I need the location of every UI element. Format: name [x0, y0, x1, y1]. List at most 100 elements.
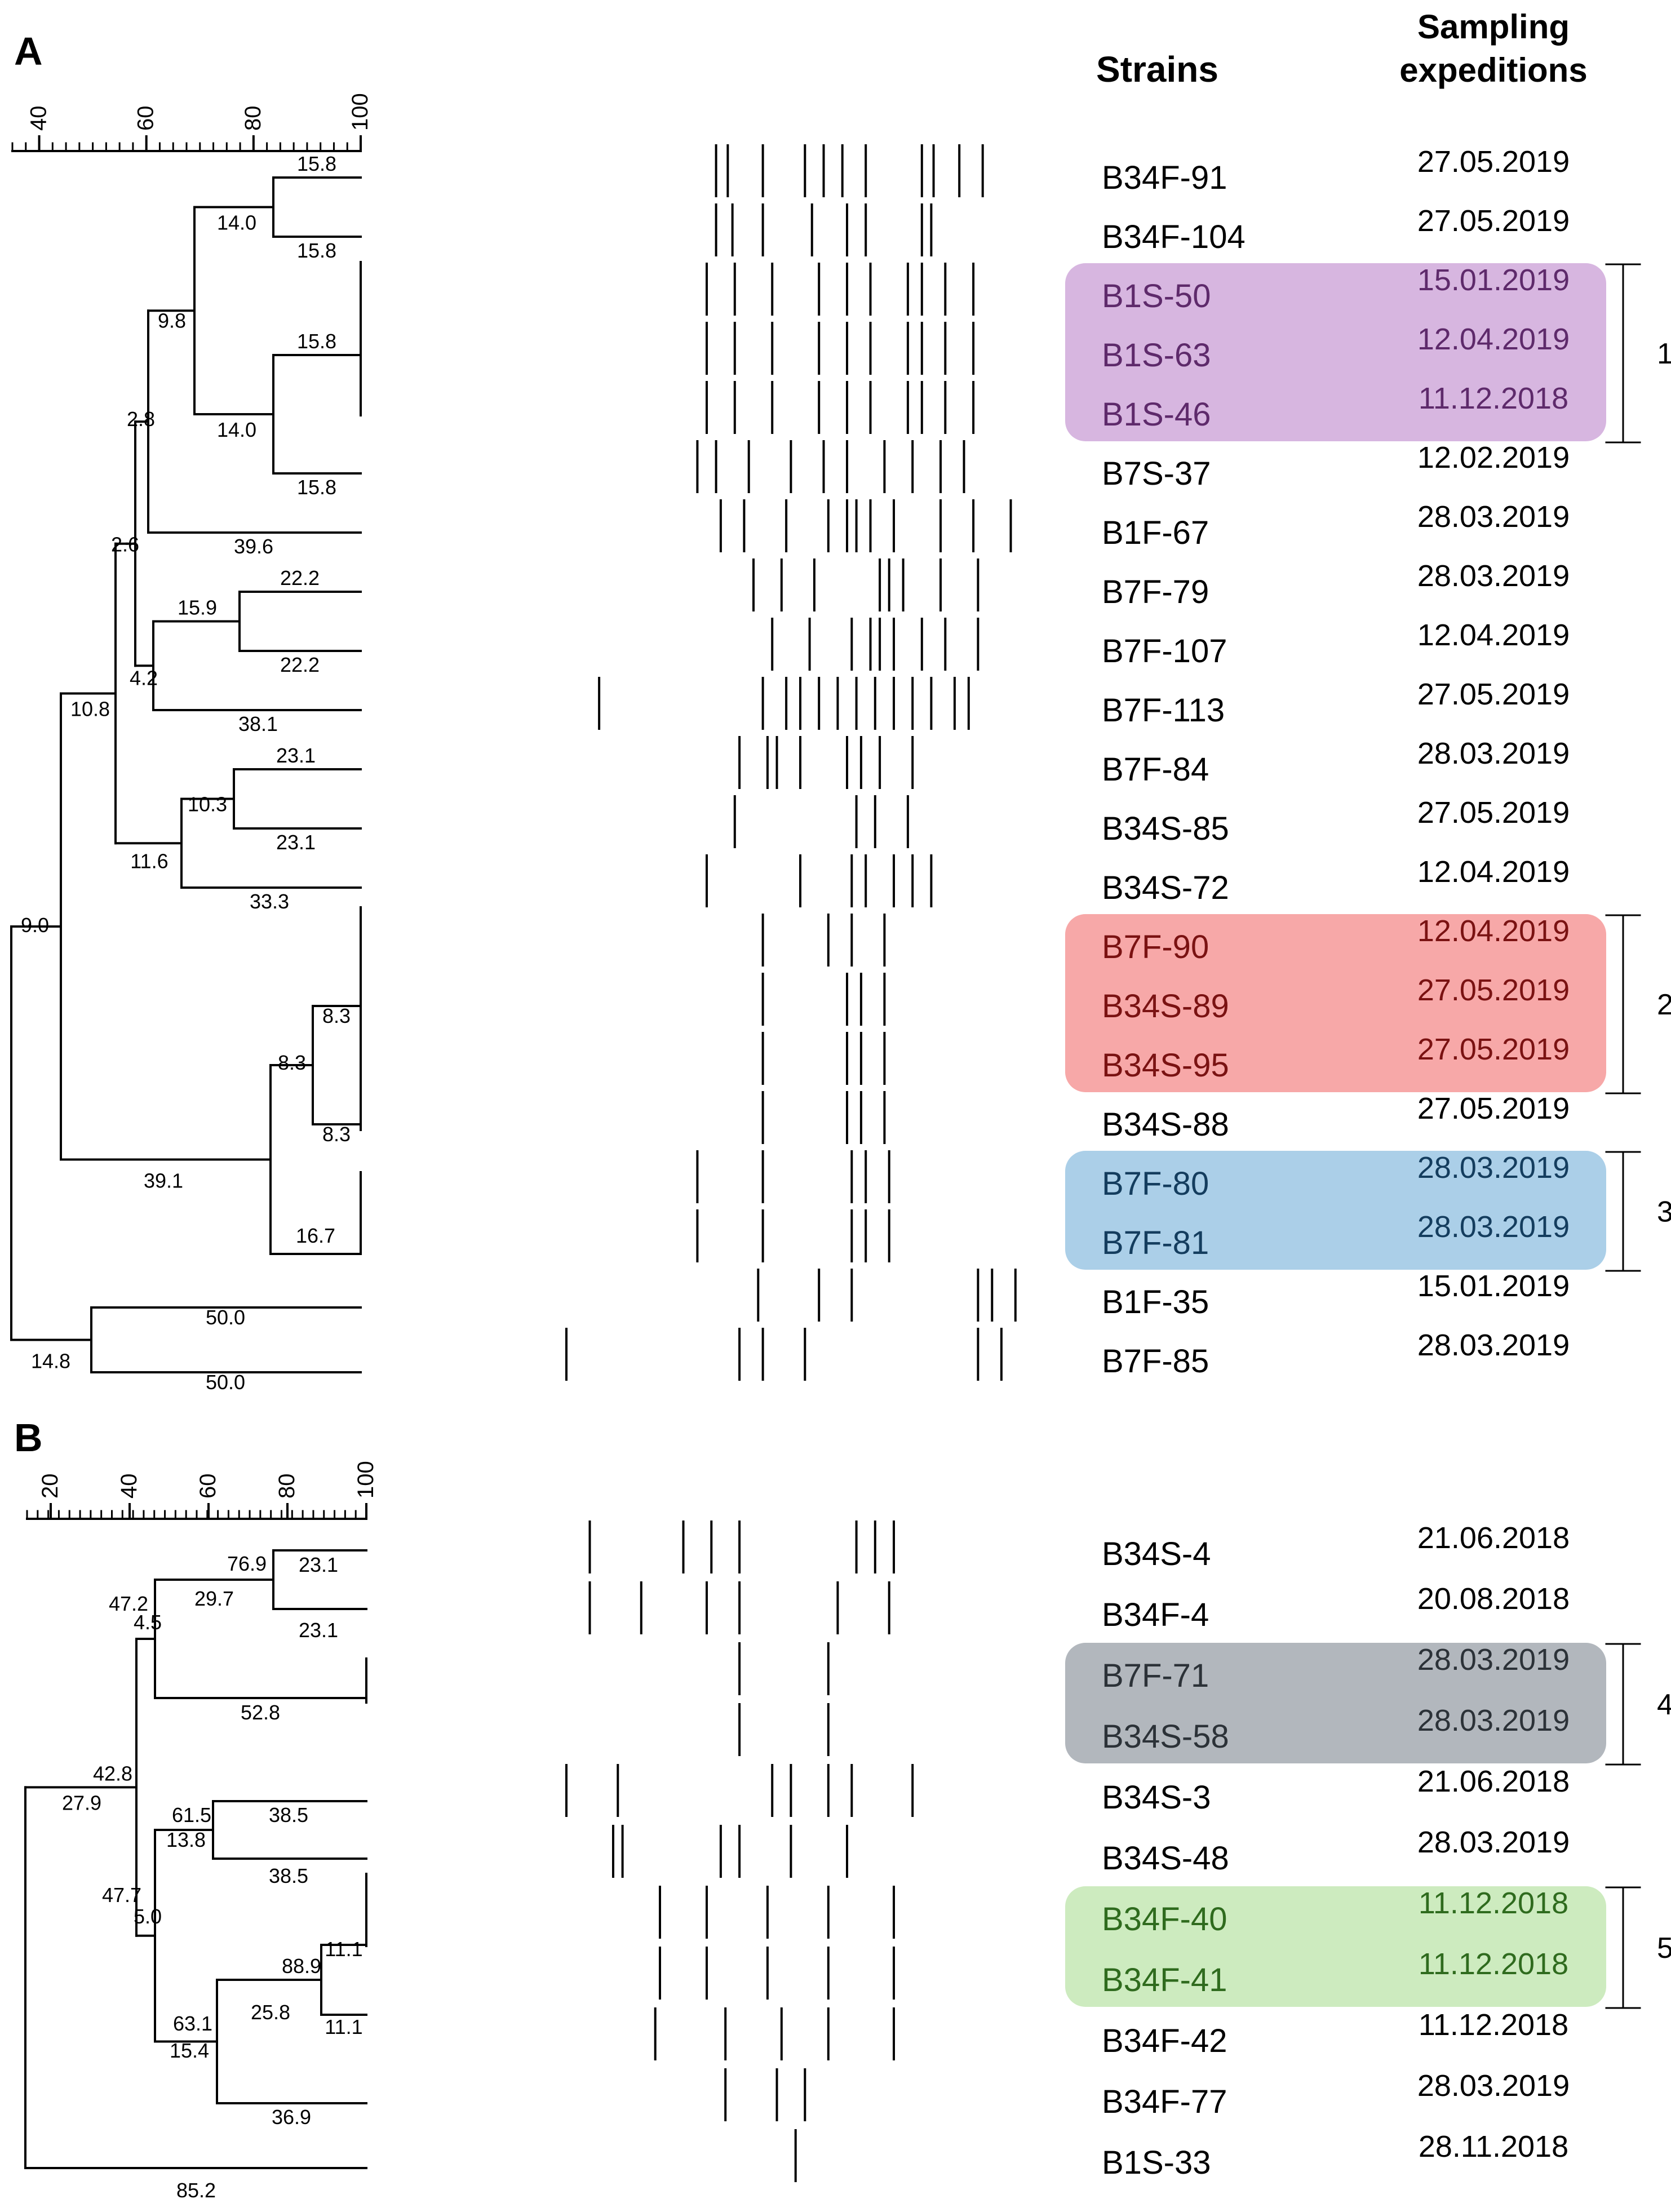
date-label: 27.05.2019 — [1417, 973, 1570, 1007]
branch-label: 23.1 — [276, 831, 316, 854]
scale-tick-label: 80 — [241, 106, 265, 131]
strain-label: B34S-72 — [1102, 870, 1229, 906]
branch-label: 8.3 — [322, 1004, 351, 1027]
strain-label: B1S-33 — [1102, 2144, 1211, 2181]
cluster-box — [1065, 1151, 1606, 1270]
branch-label: 47.2 — [109, 1592, 148, 1615]
branch-label: 88.9 — [282, 1954, 321, 1978]
strain-label: B34S-85 — [1102, 810, 1229, 847]
date-label: 27.05.2019 — [1417, 204, 1570, 238]
branch-label: 2.8 — [127, 407, 155, 431]
strain-label: B7F-90 — [1102, 929, 1209, 965]
date-label: 28.03.2019 — [1417, 1825, 1570, 1859]
branch-label: 2.6 — [111, 533, 139, 556]
branch-label: 11.6 — [130, 849, 168, 872]
cluster-box — [1065, 263, 1606, 441]
strain-label: B7F-71 — [1102, 1657, 1209, 1694]
strain-label: B7F-81 — [1102, 1225, 1209, 1261]
branch-label: 9.8 — [158, 309, 186, 332]
branch-label: 15.8 — [297, 330, 336, 353]
strain-label: B34F-77 — [1102, 2084, 1227, 2120]
strain-label: B7F-79 — [1102, 574, 1209, 610]
branch-label: 39.6 — [234, 535, 273, 558]
scale-tick-label: 20 — [38, 1474, 63, 1499]
date-label: 12.04.2019 — [1417, 914, 1570, 948]
branch-label: 10.3 — [188, 793, 227, 816]
strain-label: B34S-95 — [1102, 1047, 1229, 1084]
branch-label: 14.0 — [217, 211, 256, 234]
date-label: 15.01.2019 — [1417, 1269, 1570, 1303]
strain-label: B34F-104 — [1102, 219, 1246, 255]
date-label: 28.03.2019 — [1417, 737, 1570, 770]
date-label: 27.05.2019 — [1417, 1032, 1570, 1066]
branch-label: 76.9 — [227, 1552, 267, 1575]
date-label: 20.08.2018 — [1417, 1582, 1570, 1616]
branch-label: 25.8 — [251, 2001, 290, 2024]
cluster-label: 3 — [1657, 1196, 1671, 1229]
panel-a-label: A — [14, 29, 43, 73]
strain-label: B34S-4 — [1102, 1536, 1211, 1572]
branch-label: 5.0 — [134, 1905, 162, 1928]
strains-header: Strains — [1096, 49, 1218, 90]
date-label: 12.04.2019 — [1417, 855, 1570, 889]
strain-label: B34S-88 — [1102, 1106, 1229, 1143]
branch-label: 38.5 — [269, 1803, 308, 1827]
date-label: 12.02.2019 — [1417, 441, 1570, 475]
branch-label: 85.2 — [176, 2179, 216, 2202]
branch-label: 8.3 — [278, 1051, 306, 1074]
date-label: 11.12.2018 — [1419, 1947, 1568, 1981]
strain-label: B34F-40 — [1102, 1901, 1227, 1938]
date-label: 11.12.2018 — [1419, 382, 1568, 415]
branch-label: 8.3 — [322, 1123, 351, 1146]
strain-label: B34F-41 — [1102, 1962, 1227, 1998]
date-label: 12.04.2019 — [1417, 618, 1570, 652]
branch-label: 47.7 — [102, 1883, 141, 1907]
strain-label: B34S-3 — [1102, 1779, 1211, 1816]
strain-label: B34S-58 — [1102, 1718, 1229, 1755]
branch-label: 15.8 — [297, 239, 336, 262]
branch-label: 16.7 — [296, 1224, 335, 1247]
branch-label: 23.1 — [299, 1619, 338, 1642]
branch-label: 29.7 — [194, 1587, 234, 1610]
branch-label: 63.1 — [173, 2012, 212, 2035]
branch-label: 36.9 — [272, 2105, 311, 2129]
date-label: 28.03.2019 — [1417, 1151, 1570, 1185]
branch-label: 9.0 — [21, 914, 49, 937]
strain-label: B1S-50 — [1102, 278, 1211, 314]
branch-label: 13.8 — [166, 1828, 206, 1851]
date-label: 28.03.2019 — [1417, 1328, 1570, 1362]
cluster-box — [1065, 1643, 1606, 1763]
cluster-box — [1065, 914, 1606, 1092]
branch-label: 38.5 — [269, 1864, 308, 1887]
scale-tick-label: 80 — [274, 1474, 299, 1499]
cluster-label: 1 — [1657, 338, 1671, 370]
branch-label: 15.9 — [178, 596, 217, 619]
date-label: 28.03.2019 — [1417, 559, 1570, 593]
strain-label: B7F-107 — [1102, 633, 1227, 670]
branch-label: 4.2 — [130, 666, 158, 689]
date-label: 11.12.2018 — [1419, 2008, 1568, 2042]
date-label: 28.03.2019 — [1417, 1210, 1570, 1244]
cluster-box — [1065, 1886, 1606, 2007]
strain-label: B7F-85 — [1102, 1343, 1209, 1380]
scale-tick-label: 60 — [196, 1474, 220, 1499]
strain-label: B7F-84 — [1102, 751, 1209, 788]
date-label: 21.06.2018 — [1417, 1521, 1570, 1555]
branch-label: 15.8 — [297, 476, 336, 499]
branch-label: 42.8 — [93, 1762, 132, 1785]
date-label: 28.11.2018 — [1419, 2130, 1568, 2164]
strain-label: B34S-48 — [1102, 1840, 1229, 1877]
cluster-label: 2 — [1657, 988, 1671, 1021]
date-label: 28.03.2019 — [1417, 1643, 1570, 1677]
date-label: 21.06.2018 — [1417, 1765, 1570, 1798]
branch-label: 33.3 — [250, 890, 289, 913]
expeditions-header-line2: expeditions — [1399, 51, 1587, 89]
strain-label: B1F-35 — [1102, 1284, 1209, 1320]
strain-label: B1F-67 — [1102, 515, 1209, 551]
figure-text: A B Strains Sampling expeditions 1 2 3 B34F… — [14, 8, 1671, 2202]
panel-b-label: B — [14, 1416, 43, 1460]
branch-label: 50.0 — [206, 1306, 245, 1329]
strain-label: B7F-80 — [1102, 1165, 1209, 1202]
strain-label: B34S-89 — [1102, 988, 1229, 1025]
